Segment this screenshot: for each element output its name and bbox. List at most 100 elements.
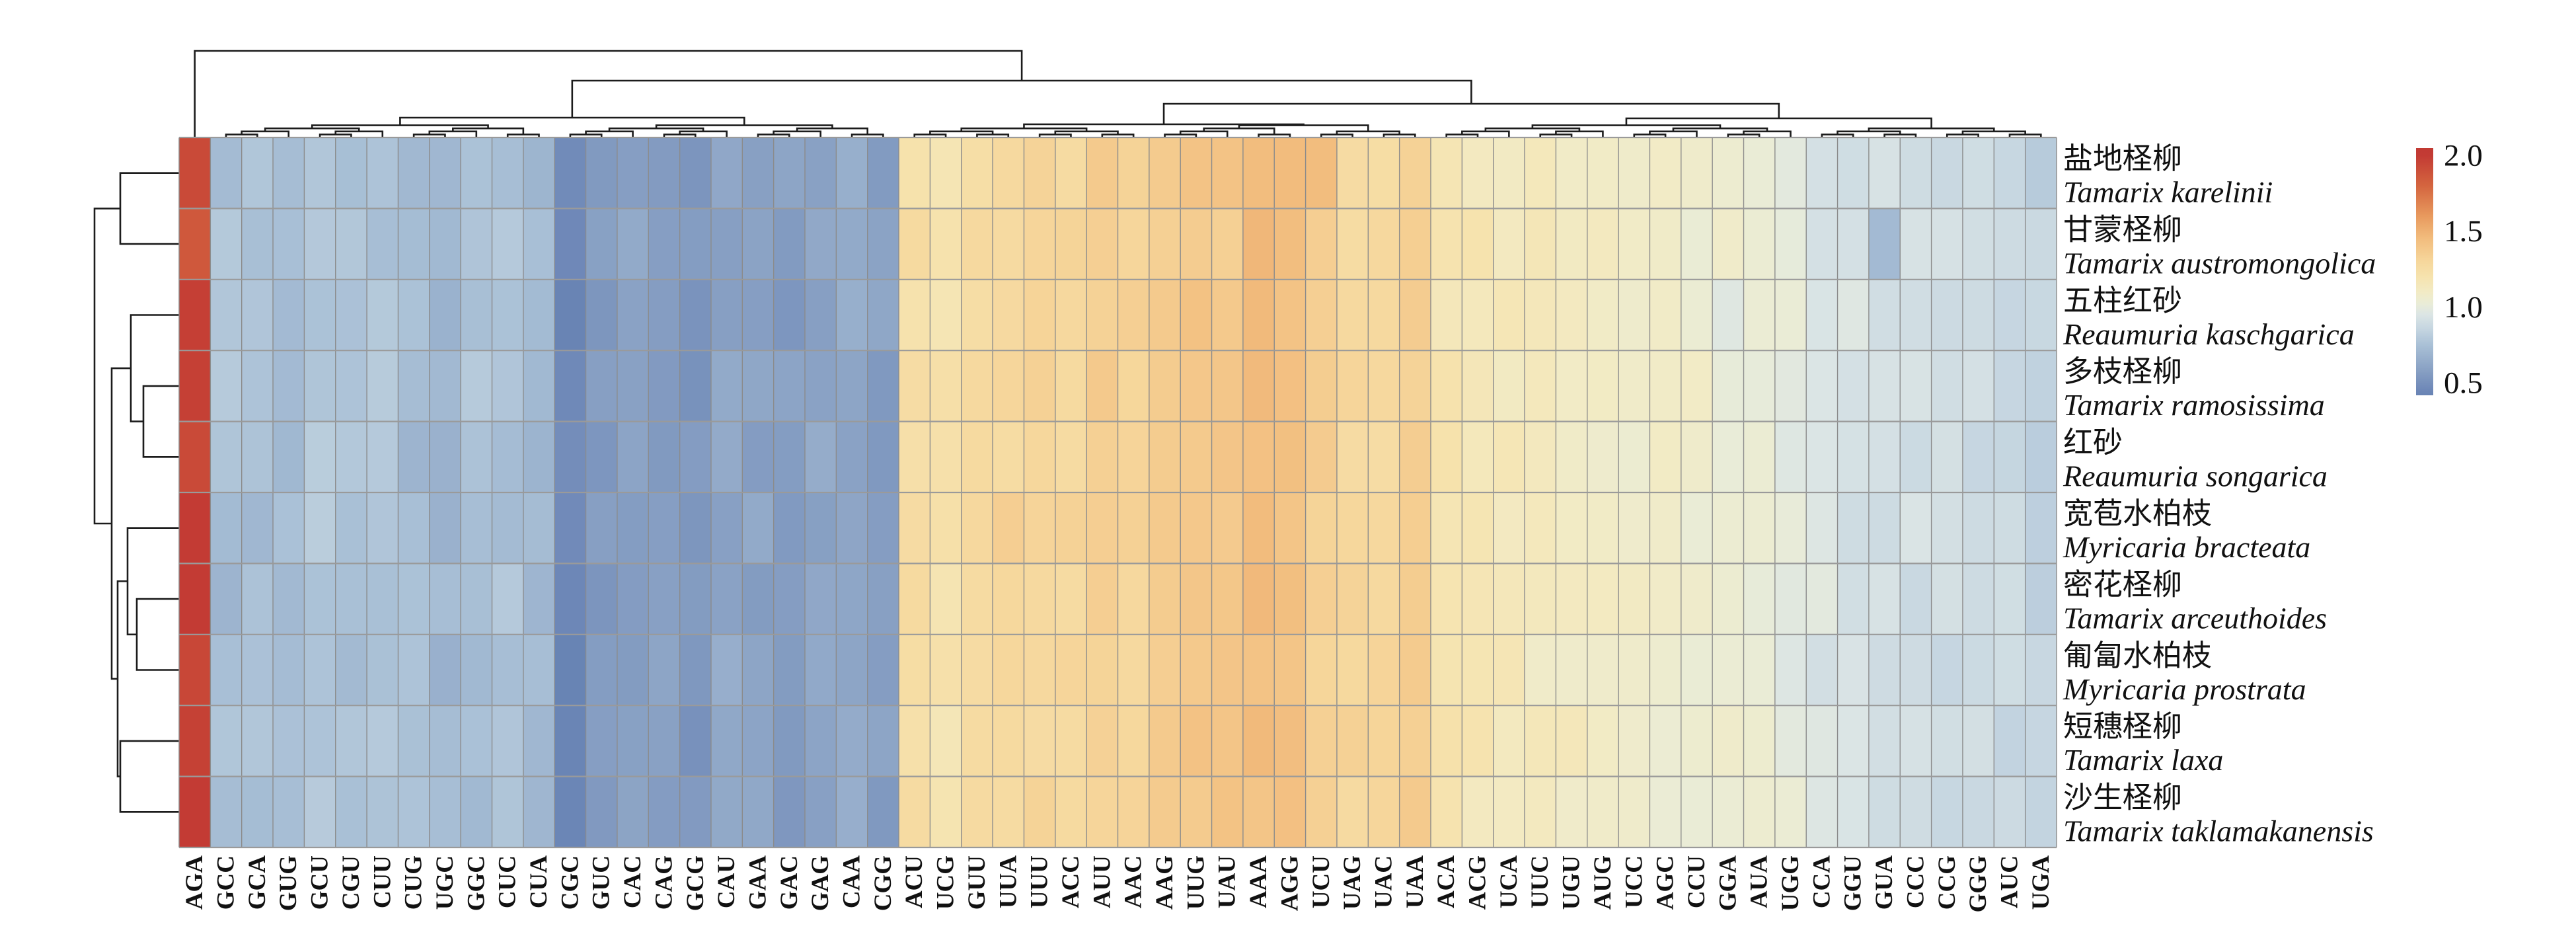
heatmap-cell <box>1525 492 1556 564</box>
heatmap-cell <box>1149 705 1181 777</box>
heatmap-cell <box>867 421 899 492</box>
heatmap-cell <box>1462 350 1494 422</box>
heatmap-cell <box>1211 705 1243 777</box>
heatmap-cell <box>2025 634 2057 706</box>
heatmap-cell <box>1868 705 1901 777</box>
heatmap-cell <box>1931 634 1963 706</box>
heatmap-cell <box>1806 137 1838 209</box>
heatmap-cell <box>429 137 461 209</box>
heatmap-cell <box>273 776 305 847</box>
heatmap-cell <box>1399 776 1431 847</box>
heatmap-cell <box>1336 279 1369 351</box>
heatmap-cell <box>1305 137 1337 209</box>
heatmap-cell <box>1994 208 2026 280</box>
heatmap-cell <box>930 279 962 351</box>
heatmap-cell <box>179 137 211 209</box>
heatmap-cell <box>867 350 899 422</box>
heatmap-cell <box>1774 563 1807 635</box>
row-grid-lines <box>179 136 2057 849</box>
heatmap-cell <box>461 279 492 351</box>
heatmap-cell <box>335 492 367 564</box>
heatmap-cell <box>1149 137 1181 209</box>
row-label-latin: Tamarix karelinii <box>2063 175 2273 209</box>
heatmap-cell <box>1493 492 1525 564</box>
row-label-cn: 五柱红砂 <box>2063 284 2182 317</box>
heatmap-cell <box>1086 421 1118 492</box>
heatmap-cell <box>1837 208 1869 280</box>
heatmap-cell <box>1774 421 1807 492</box>
heatmap-cell <box>1024 776 1055 847</box>
heatmap-cell <box>429 776 461 847</box>
heatmap-cell <box>961 634 993 706</box>
heatmap-cell <box>773 563 805 635</box>
heatmap-cell <box>742 634 774 706</box>
column-dendrogram <box>194 50 2042 139</box>
heatmap-cell <box>241 137 274 209</box>
heatmap-cell <box>961 705 993 777</box>
heatmap-cell <box>179 563 211 635</box>
heatmap-cell <box>241 563 274 635</box>
heatmap-cell <box>836 634 868 706</box>
heatmap-cell <box>1525 563 1556 635</box>
heatmap-cell <box>742 137 774 209</box>
heatmap-cell <box>1618 634 1650 706</box>
heatmap-cell <box>993 563 1024 635</box>
heatmap-cell <box>1305 705 1337 777</box>
heatmap-cell <box>899 705 930 777</box>
heatmap-cell <box>679 705 711 777</box>
column-label: CGC <box>556 855 584 910</box>
heatmap-cell <box>1118 279 1149 351</box>
heatmap-cell <box>1399 634 1431 706</box>
heatmap-cell <box>273 492 305 564</box>
heatmap-cell <box>1242 350 1275 422</box>
heatmap-cell <box>1587 279 1619 351</box>
heatmap-cell <box>1931 563 1963 635</box>
heatmap-cell <box>1180 492 1212 564</box>
heatmap-cell <box>1900 776 1932 847</box>
heatmap-cell <box>710 421 743 492</box>
heatmap-cell <box>1994 776 2026 847</box>
heatmap-cell <box>1493 776 1525 847</box>
column-label: UUU <box>1026 855 1053 908</box>
heatmap-cell <box>1681 421 1713 492</box>
heatmap-cell <box>993 137 1024 209</box>
heatmap-cell <box>586 421 617 492</box>
heatmap-cell <box>335 279 367 351</box>
heatmap-cell <box>1556 492 1587 564</box>
heatmap-cell <box>1274 563 1306 635</box>
heatmap-cell <box>1806 421 1838 492</box>
heatmap-cell <box>805 350 837 422</box>
heatmap-cell <box>836 492 868 564</box>
heatmap-cell <box>1712 350 1744 422</box>
heatmap-cell <box>1336 421 1369 492</box>
heatmap-cell <box>304 208 336 280</box>
heatmap-cell <box>1431 137 1462 209</box>
heatmap-cell <box>2025 350 2057 422</box>
row-label-latin: Tamarix laxa <box>2063 743 2223 777</box>
heatmap-cell <box>1399 563 1431 635</box>
heatmap-cell <box>710 137 743 209</box>
heatmap-cell <box>1931 279 1963 351</box>
heatmap-cell <box>1837 563 1869 635</box>
heatmap-cell <box>710 776 743 847</box>
heatmap-cell <box>836 279 868 351</box>
heatmap-cell <box>1242 563 1275 635</box>
heatmap-cell <box>742 776 774 847</box>
heatmap-cell <box>461 350 492 422</box>
column-label: GUC <box>588 855 615 910</box>
heatmap-cell <box>1242 776 1275 847</box>
heatmap-cell <box>742 563 774 635</box>
heatmap-cell <box>1618 492 1650 564</box>
heatmap-cell <box>679 563 711 635</box>
heatmap-cell <box>1806 492 1838 564</box>
heatmap-cell <box>1024 350 1055 422</box>
heatmap-cell <box>1336 705 1369 777</box>
column-label: CAC <box>619 855 646 908</box>
column-label: CCA <box>1808 855 1835 908</box>
heatmap-cell <box>1962 350 1994 422</box>
heatmap-cell <box>648 137 680 209</box>
heatmap-cell <box>461 705 492 777</box>
heatmap-cell <box>1681 137 1713 209</box>
row-label-cn: 沙生柽柳 <box>2063 781 2182 814</box>
